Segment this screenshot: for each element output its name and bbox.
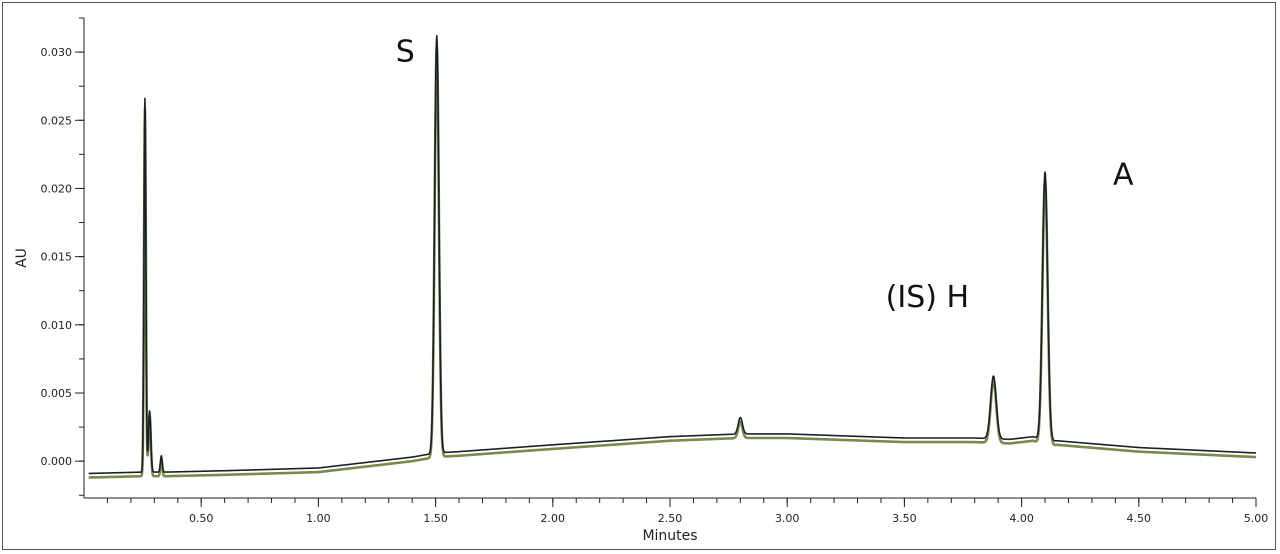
y-tick-label: 0.000 [41, 455, 73, 468]
x-tick-label: 0.50 [189, 512, 214, 525]
x-ticks: 0.50 1.00 1.50 2.00 2.50 3.00 3.50 4.00 4.50 5.00 [106, 498, 1269, 525]
x-tick-label: 4.50 [1127, 512, 1152, 525]
y-axis-title: AU [14, 248, 30, 268]
y-tick-label: 0.020 [41, 182, 73, 195]
annotation-layer: S (IS) H A [396, 35, 1134, 315]
x-tick-label: 2.00 [541, 512, 566, 525]
y-tick-label: 0.010 [41, 319, 73, 332]
x-tick-label: 1.50 [423, 512, 448, 525]
x-tick-label: 5.00 [1244, 512, 1269, 525]
peak-annotation: S [396, 35, 415, 70]
x-axis-title: Minutes [642, 528, 697, 544]
x-tick-label: 2.50 [658, 512, 683, 525]
y-tick-label: 0.025 [41, 114, 73, 127]
x-tick-label: 3.50 [892, 512, 917, 525]
y-ticks: 0.000 0.005 0.010 0.015 0.020 0.025 0.030 [41, 17, 84, 496]
series-line [88, 34, 1257, 475]
peak-annotation: (IS) H [886, 280, 969, 315]
y-tick-label: 0.015 [41, 251, 73, 264]
x-tick-label: 1.00 [306, 512, 331, 525]
series-line [87, 44, 1257, 479]
x-tick-label: 4.00 [1009, 512, 1034, 525]
x-tick-label: 3.00 [775, 512, 800, 525]
peak-annotation: A [1113, 157, 1134, 192]
y-tick-label: 0.005 [41, 387, 73, 400]
y-tick-label: 0.030 [41, 46, 73, 59]
series-layer [87, 34, 1257, 479]
axes [83, 18, 1256, 499]
